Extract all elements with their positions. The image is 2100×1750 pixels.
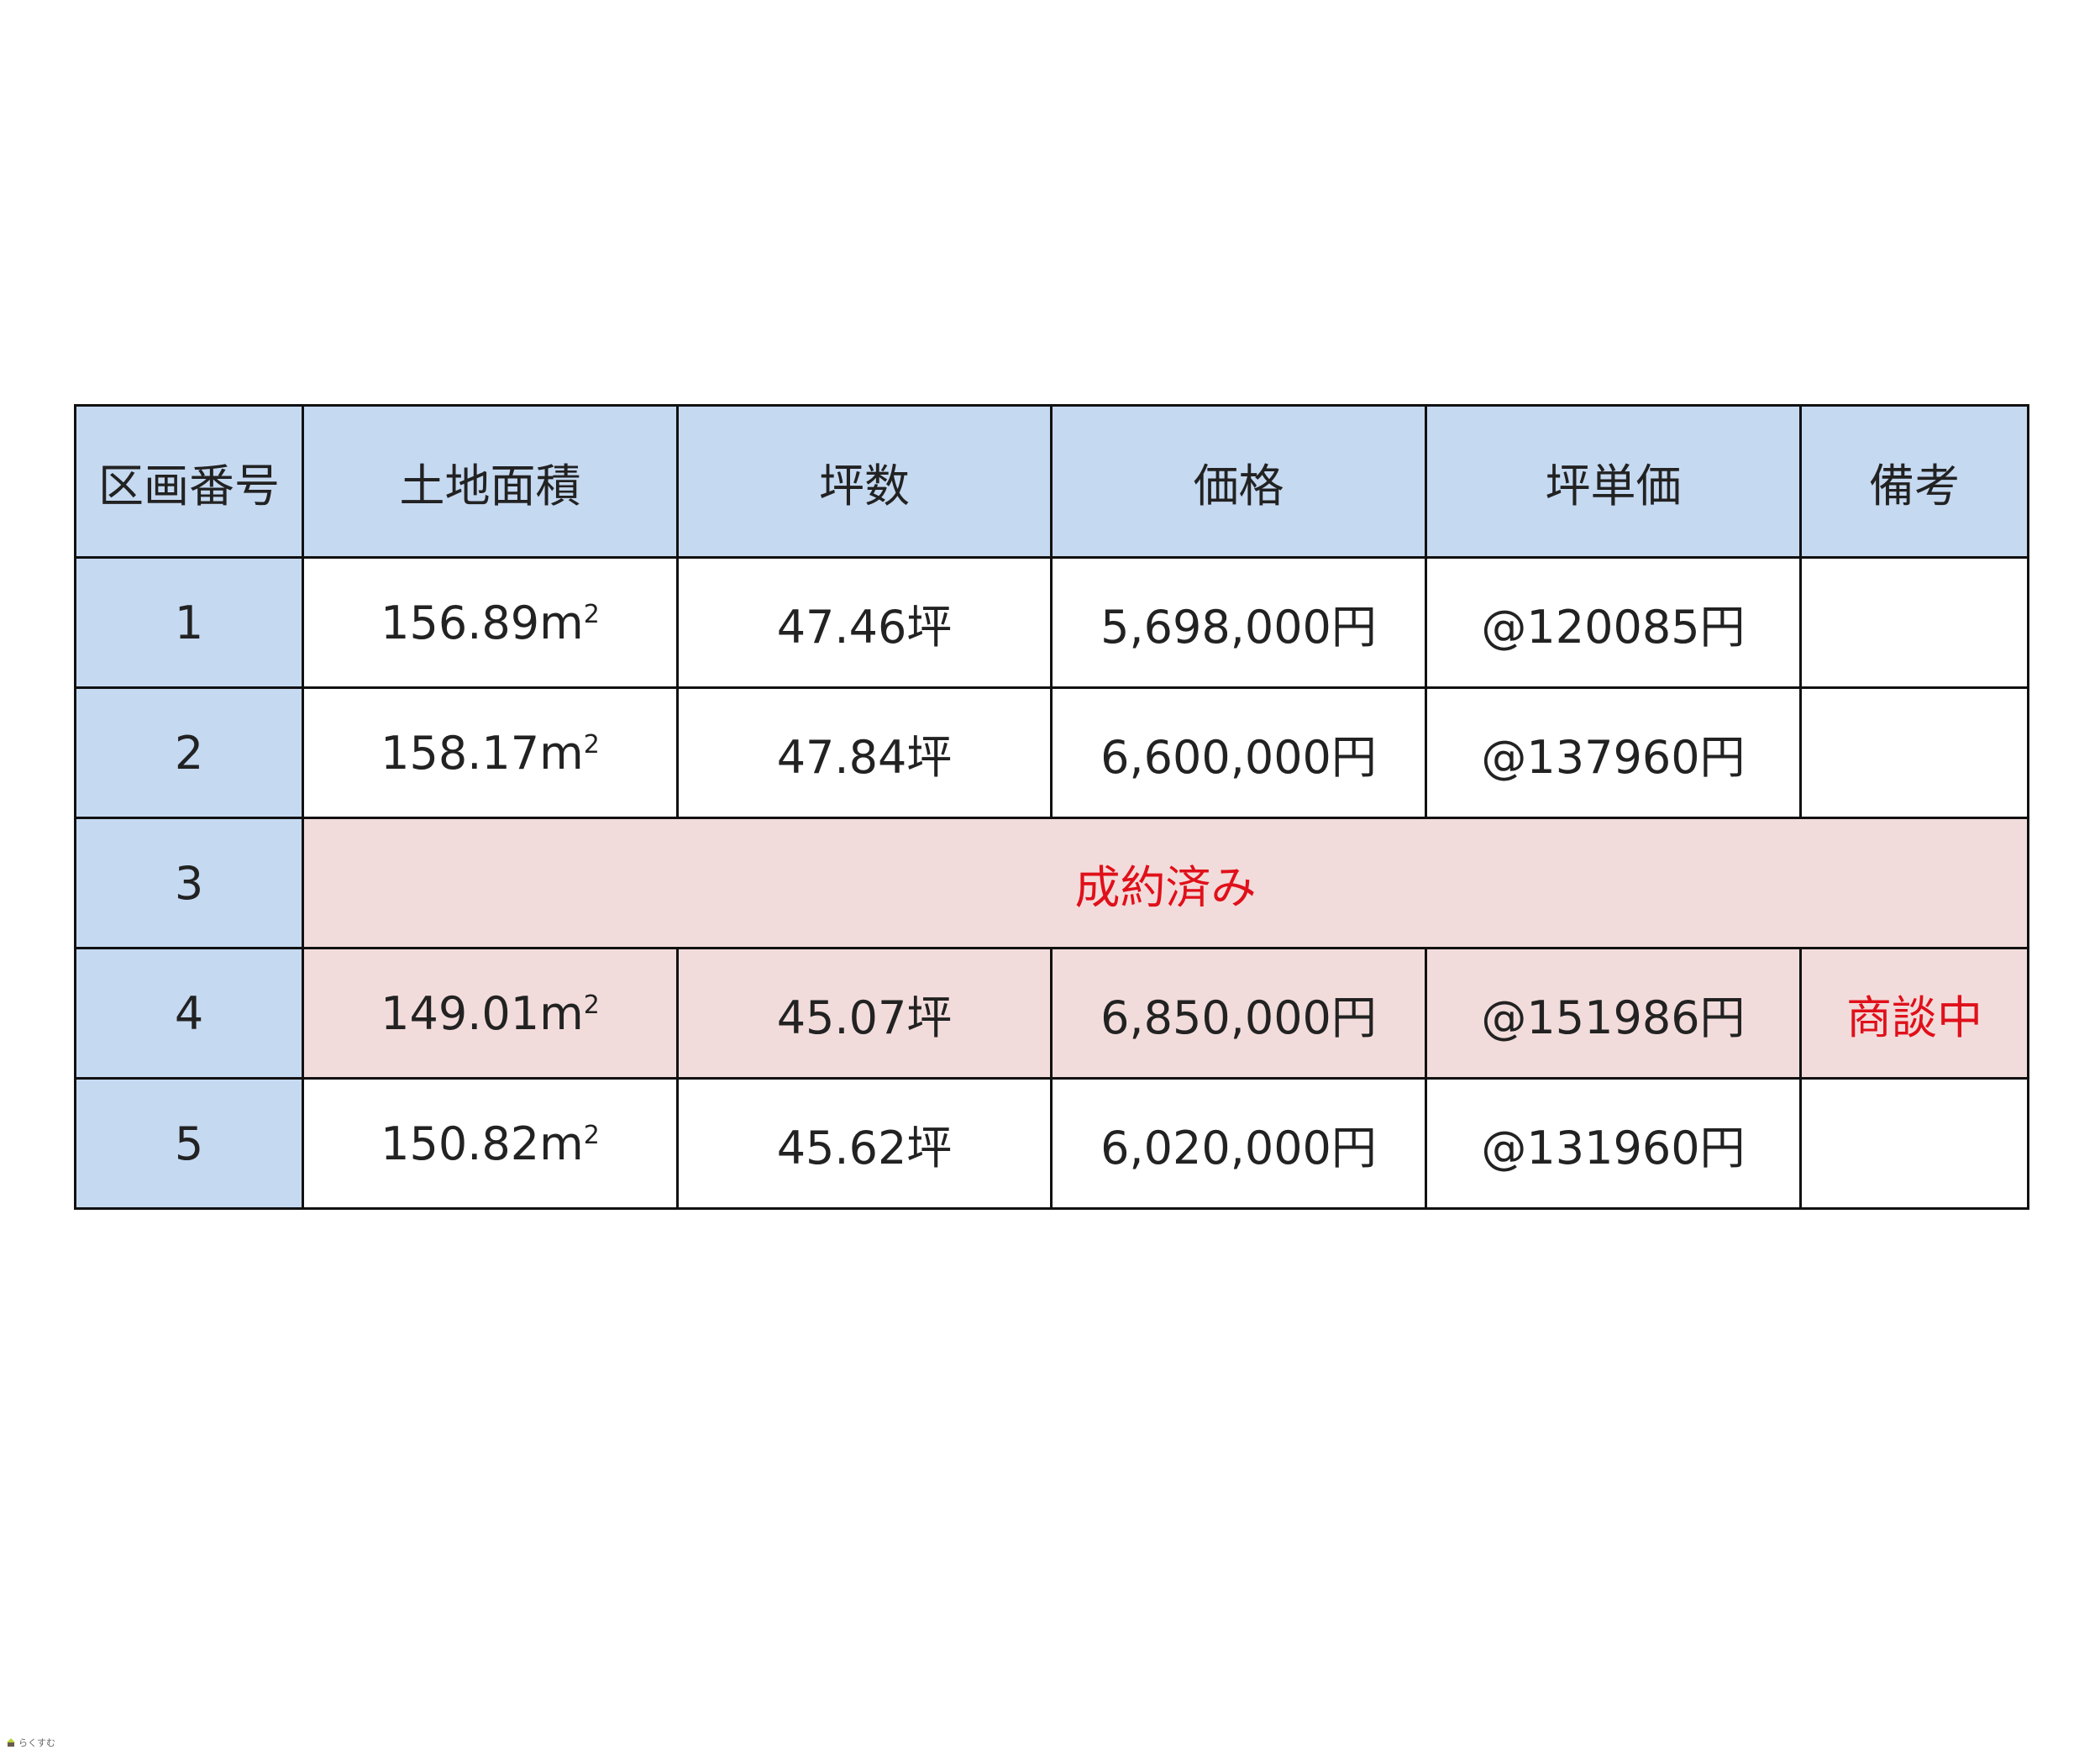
table-row: 4 149.01m2 45.07坪 6,850,000円 @151986円 商談… <box>74 947 2029 1080</box>
header-price: 価格 <box>1050 404 1427 559</box>
header-notes: 備考 <box>1799 404 2029 559</box>
unit-price: @120085円 <box>1425 556 1802 689</box>
tsubo: 47.84坪 <box>676 686 1053 819</box>
unit-price: @131960円 <box>1425 1077 1802 1210</box>
sold-status: 成約済み <box>302 817 2029 949</box>
unit-price: @137960円 <box>1425 686 1802 819</box>
land-area: 158.17m2 <box>302 686 679 819</box>
lot-price-table: 区画番号 土地面積 坪数 価格 坪単価 備考 1 156.89m2 47.46坪… <box>74 404 2029 1210</box>
lot-number: 4 <box>74 947 304 1080</box>
land-area: 156.89m2 <box>302 556 679 689</box>
table-row: 5 150.82m2 45.62坪 6,020,000円 @131960円 <box>74 1077 2029 1210</box>
table-row: 2 158.17m2 47.84坪 6,600,000円 @137960円 <box>74 686 2029 819</box>
lot-number: 1 <box>74 556 304 689</box>
header-land-area: 土地面積 <box>302 404 679 559</box>
price: 6,020,000円 <box>1050 1077 1427 1210</box>
note <box>1799 686 2029 819</box>
price: 6,600,000円 <box>1050 686 1427 819</box>
header-tsubo: 坪数 <box>676 404 1053 559</box>
note <box>1799 1077 2029 1210</box>
house-logo-icon <box>7 1738 15 1747</box>
lot-number: 3 <box>74 817 304 949</box>
header-lot-number: 区画番号 <box>74 404 304 559</box>
header-row: 区画番号 土地面積 坪数 価格 坪単価 備考 <box>74 404 2029 559</box>
header-unit-price: 坪単価 <box>1425 404 1802 559</box>
logo-text: らくすむ <box>18 1737 55 1748</box>
lot-number: 2 <box>74 686 304 819</box>
table-row: 3 成約済み <box>74 817 2029 949</box>
tsubo: 47.46坪 <box>676 556 1053 689</box>
land-area: 149.01m2 <box>302 947 679 1080</box>
note <box>1799 556 2029 689</box>
land-area: 150.82m2 <box>302 1077 679 1210</box>
price: 5,698,000円 <box>1050 556 1427 689</box>
price: 6,850,000円 <box>1050 947 1427 1080</box>
tsubo: 45.07坪 <box>676 947 1053 1080</box>
unit-price: @151986円 <box>1425 947 1802 1080</box>
lot-number: 5 <box>74 1077 304 1210</box>
table-row: 1 156.89m2 47.46坪 5,698,000円 @120085円 <box>74 556 2029 689</box>
note-negotiating: 商談中 <box>1799 947 2029 1080</box>
tsubo: 45.62坪 <box>676 1077 1053 1210</box>
watermark-logo: らくすむ <box>7 1736 55 1749</box>
